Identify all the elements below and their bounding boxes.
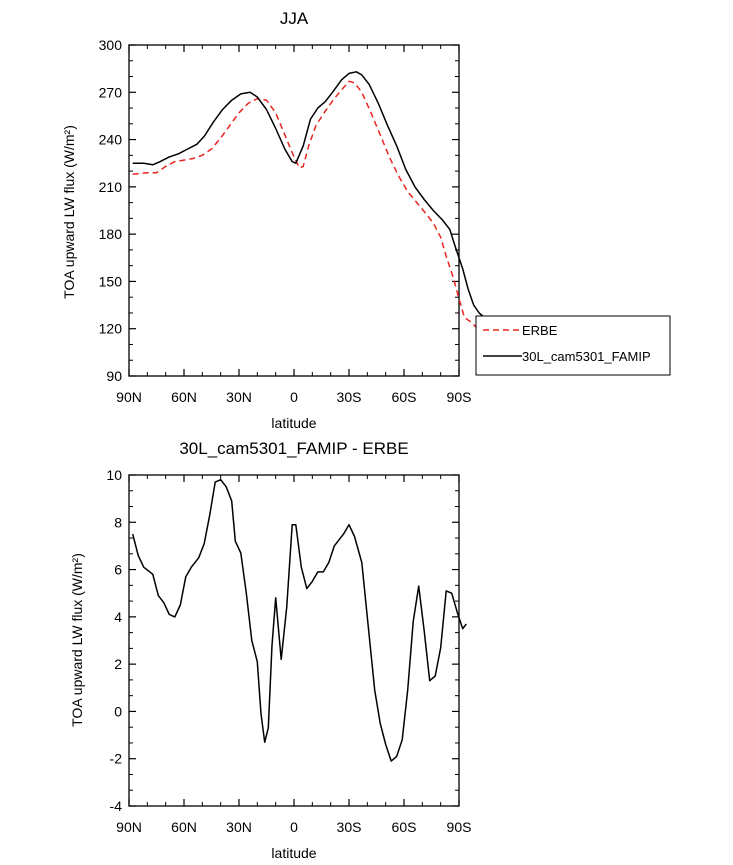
bottom-x-tick-label: 90N: [116, 819, 142, 835]
top-x-tick-label: 60S: [392, 389, 417, 405]
top-x-ticks: 90N 60N 30N 0 30S 60S 90S: [116, 45, 471, 405]
top-y-tick-label: 180: [99, 226, 123, 242]
bottom-y-axis-label: TOA upward LW flux (W/m²): [69, 553, 85, 727]
top-y-tick-label: 120: [99, 321, 123, 337]
top-plot-frame: [128, 44, 460, 377]
legend: ERBE 30L_cam5301_FAMIP: [475, 315, 671, 376]
top-x-axis-label: latitude: [271, 415, 316, 431]
top-y-tick-label: 270: [99, 84, 123, 100]
top-y-axis-label: TOA upward LW flux (W/m²): [61, 125, 77, 299]
bottom-y-ticks: -4 -2 0 2 4 6 8 10: [106, 467, 459, 814]
bottom-x-tick-label: 30S: [337, 819, 362, 835]
legend-box: [475, 315, 671, 376]
bottom-y-tick-label: 6: [114, 562, 122, 578]
bottom-x-tick-label: 30N: [226, 819, 252, 835]
top-x-tick-label: 60N: [171, 389, 197, 405]
top-y-ticks: 90 120 150 180 210 240 270 300: [99, 37, 459, 384]
bottom-x-tick-label: 0: [290, 819, 298, 835]
bottom-x-axis-label: latitude: [271, 845, 316, 861]
top-x-tick-label: 0: [290, 389, 298, 405]
top-y-tick-label: 90: [106, 368, 122, 384]
top-y-tick-label: 300: [99, 37, 123, 53]
top-y-tick-label: 150: [99, 273, 123, 289]
bottom-y-tick-label: 0: [114, 703, 122, 719]
bottom-series-line-0: [131, 478, 467, 762]
legend-erbe-label: ERBE: [522, 323, 558, 338]
bottom-y-tick-label: 4: [114, 609, 122, 625]
top-series-line-0: [132, 80, 482, 339]
top-x-tick-label: 30N: [226, 389, 252, 405]
top-x-tick-label: 90S: [447, 389, 472, 405]
bottom-x-tick-label: 60S: [392, 819, 417, 835]
bottom-y-tick-label: -2: [110, 751, 123, 767]
bottom-chart-title: 30L_cam5301_FAMIP - ERBE: [179, 439, 408, 458]
bottom-y-tick-label: 8: [114, 514, 122, 530]
top-series-line-1: [132, 71, 495, 331]
top-x-tick-label: 90N: [116, 389, 142, 405]
bottom-y-tick-label: 10: [106, 467, 122, 483]
bottom-x-tick-label: 60N: [171, 819, 197, 835]
bottom-chart: 30L_cam5301_FAMIP - ERBE 90N 60N 30N 0 30S 60…: [69, 439, 471, 861]
top-chart: JJA 90N 60N 30N 0 30S 60S 90S 90 120 150 180 210 24…: [61, 9, 495, 431]
top-series-group: [132, 71, 495, 339]
legend-model-label: 30L_cam5301_FAMIP: [522, 349, 651, 364]
top-y-tick-label: 240: [99, 132, 123, 148]
bottom-y-tick-label: -4: [110, 798, 123, 814]
bottom-x-ticks: 90N 60N 30N 0 30S 60S 90S: [116, 475, 471, 835]
top-chart-title: JJA: [280, 9, 309, 28]
top-x-tick-label: 30S: [337, 389, 362, 405]
top-y-tick-label: 210: [99, 179, 123, 195]
bottom-x-tick-label: 90S: [447, 819, 472, 835]
bottom-y-tick-label: 2: [114, 656, 122, 672]
bottom-series-group: [131, 478, 467, 762]
